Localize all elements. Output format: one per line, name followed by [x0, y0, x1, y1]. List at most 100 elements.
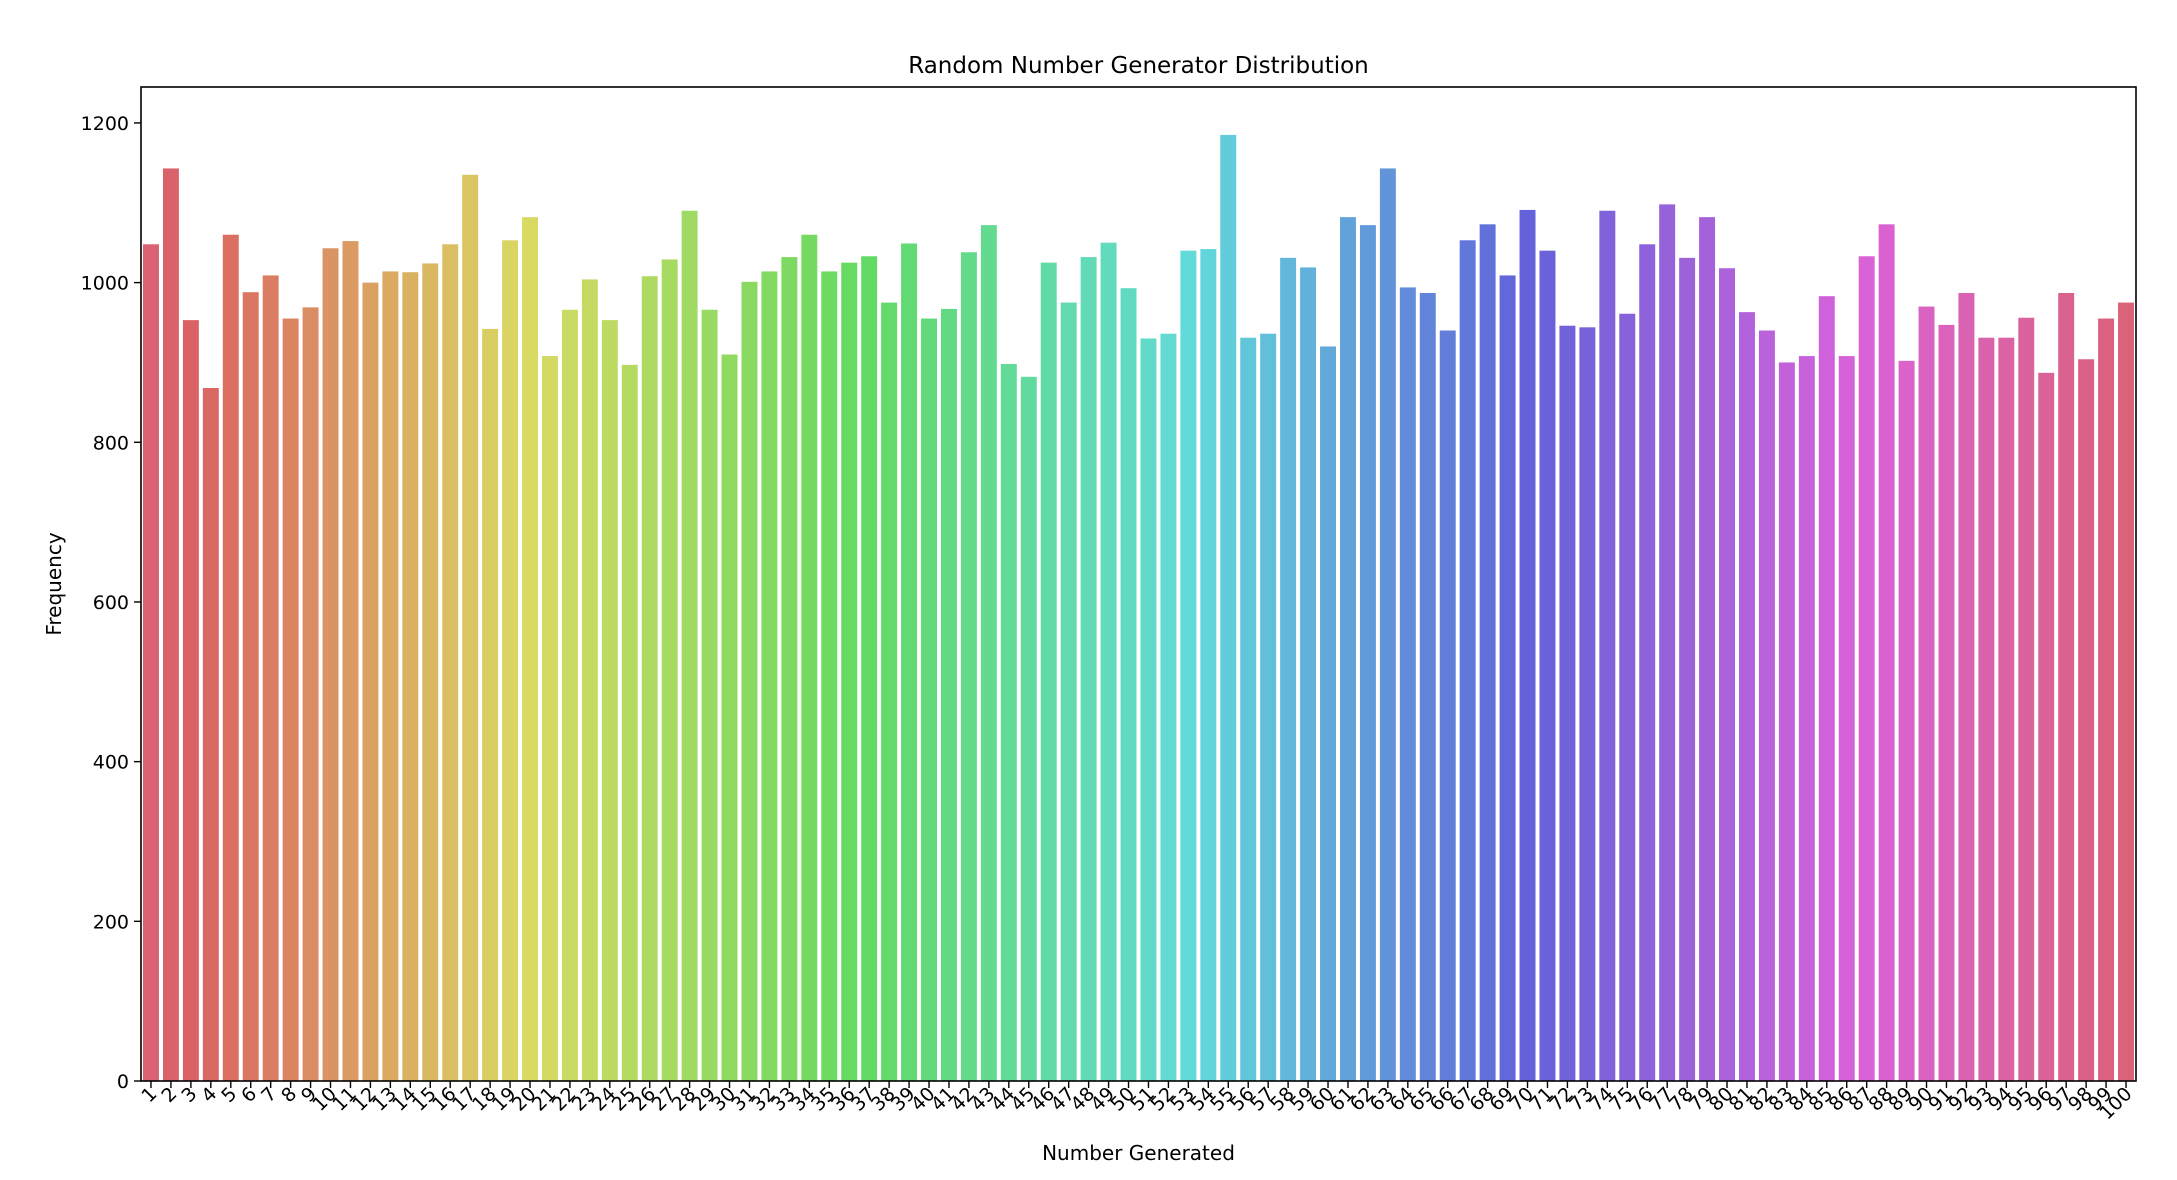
bar-95 — [2018, 317, 2035, 1081]
bar-63 — [1379, 168, 1396, 1081]
bar-45 — [1020, 376, 1037, 1081]
y-tick-label: 600 — [93, 592, 129, 614]
bar-89 — [1898, 360, 1915, 1082]
x-axis-label: Number Generated — [1042, 1141, 1235, 1165]
bar-54 — [1200, 249, 1217, 1081]
bar-12 — [362, 282, 379, 1081]
bar-77 — [1659, 204, 1676, 1082]
bar-66 — [1439, 330, 1456, 1081]
x-tick-label: 2 — [157, 1083, 181, 1107]
bar-33 — [781, 257, 798, 1081]
bar-92 — [1958, 292, 1975, 1081]
bar-79 — [1699, 217, 1716, 1081]
bar-19 — [502, 240, 519, 1082]
bar-30 — [721, 354, 738, 1082]
bar-42 — [960, 252, 977, 1081]
bar-78 — [1679, 257, 1696, 1081]
bar-16 — [442, 244, 459, 1081]
bar-48 — [1080, 257, 1097, 1081]
bar-22 — [561, 309, 578, 1081]
bar-4 — [202, 387, 219, 1081]
bar-64 — [1399, 287, 1416, 1081]
bar-88 — [1878, 224, 1895, 1081]
bar-61 — [1339, 217, 1356, 1081]
bar-97 — [2058, 292, 2075, 1081]
x-tick-label: 5 — [217, 1083, 241, 1107]
bars — [143, 134, 2134, 1082]
bar-75 — [1619, 313, 1636, 1081]
bar-69 — [1499, 275, 1516, 1081]
bar-99 — [2098, 318, 2115, 1081]
bar-50 — [1120, 288, 1137, 1081]
bar-11 — [342, 241, 359, 1082]
bar-70 — [1519, 209, 1536, 1081]
y-tick-label: 1200 — [81, 113, 129, 135]
y-tick-label: 0 — [117, 1071, 129, 1093]
y-tick-label: 1000 — [81, 273, 129, 295]
bar-31 — [741, 281, 758, 1081]
bar-84 — [1798, 356, 1815, 1081]
bar-71 — [1539, 250, 1556, 1082]
bar-53 — [1180, 250, 1197, 1082]
bar-34 — [801, 234, 818, 1081]
bar-35 — [821, 271, 838, 1081]
bar-1 — [143, 244, 159, 1081]
bar-65 — [1419, 292, 1436, 1081]
bar-14 — [402, 272, 419, 1082]
bar-93 — [1978, 337, 1995, 1081]
bar-82 — [1758, 330, 1775, 1081]
bar-58 — [1280, 257, 1297, 1081]
bar-32 — [761, 271, 778, 1081]
bar-52 — [1160, 333, 1177, 1081]
bar-43 — [980, 225, 997, 1081]
bar-26 — [641, 276, 658, 1082]
bar-55 — [1220, 134, 1237, 1081]
bar-85 — [1818, 296, 1835, 1081]
bar-9 — [302, 307, 319, 1081]
bar-100 — [2118, 302, 2134, 1081]
bar-8 — [282, 318, 299, 1081]
y-tick-label: 400 — [93, 752, 129, 774]
bar-76 — [1639, 244, 1656, 1081]
bar-40 — [921, 318, 937, 1081]
bar-56 — [1240, 337, 1257, 1081]
bar-38 — [881, 302, 898, 1081]
x-axis-ticks: 1234567891011121314151617181920212223242… — [137, 1081, 2137, 1124]
bar-60 — [1320, 346, 1336, 1082]
y-tick-label: 200 — [93, 911, 129, 933]
bar-13 — [382, 271, 399, 1081]
bar-47 — [1060, 302, 1077, 1081]
bar-29 — [701, 309, 718, 1081]
chart-title: Random Number Generator Distribution — [908, 53, 1369, 79]
bar-21 — [541, 356, 558, 1081]
bar-6 — [242, 292, 259, 1081]
bar-41 — [941, 308, 957, 1081]
y-axis-label: Frequency — [42, 532, 66, 635]
bar-36 — [841, 262, 858, 1081]
bar-87 — [1858, 256, 1875, 1081]
bar-62 — [1359, 225, 1376, 1081]
bar-59 — [1300, 267, 1317, 1081]
bar-67 — [1459, 240, 1476, 1082]
bar-44 — [1000, 364, 1017, 1081]
bar-57 — [1260, 333, 1277, 1081]
bar-27 — [661, 259, 678, 1081]
x-tick-label: 3 — [177, 1083, 201, 1107]
bar-10 — [322, 248, 339, 1081]
bar-51 — [1140, 338, 1157, 1081]
bar-74 — [1599, 210, 1616, 1081]
bar-68 — [1479, 224, 1496, 1081]
bar-73 — [1579, 327, 1596, 1081]
bar-20 — [522, 217, 538, 1081]
y-axis-ticks: 0 200 400 600 800 1000 1200 — [81, 113, 141, 1093]
bar-81 — [1738, 312, 1755, 1081]
x-tick-label: 1 — [137, 1083, 161, 1107]
x-tick-label: 6 — [237, 1083, 261, 1107]
bar-39 — [901, 243, 918, 1082]
bar-25 — [621, 364, 638, 1082]
bar-18 — [482, 328, 499, 1081]
bar-2 — [162, 168, 179, 1081]
bar-7 — [262, 275, 279, 1081]
bar-72 — [1559, 325, 1576, 1082]
